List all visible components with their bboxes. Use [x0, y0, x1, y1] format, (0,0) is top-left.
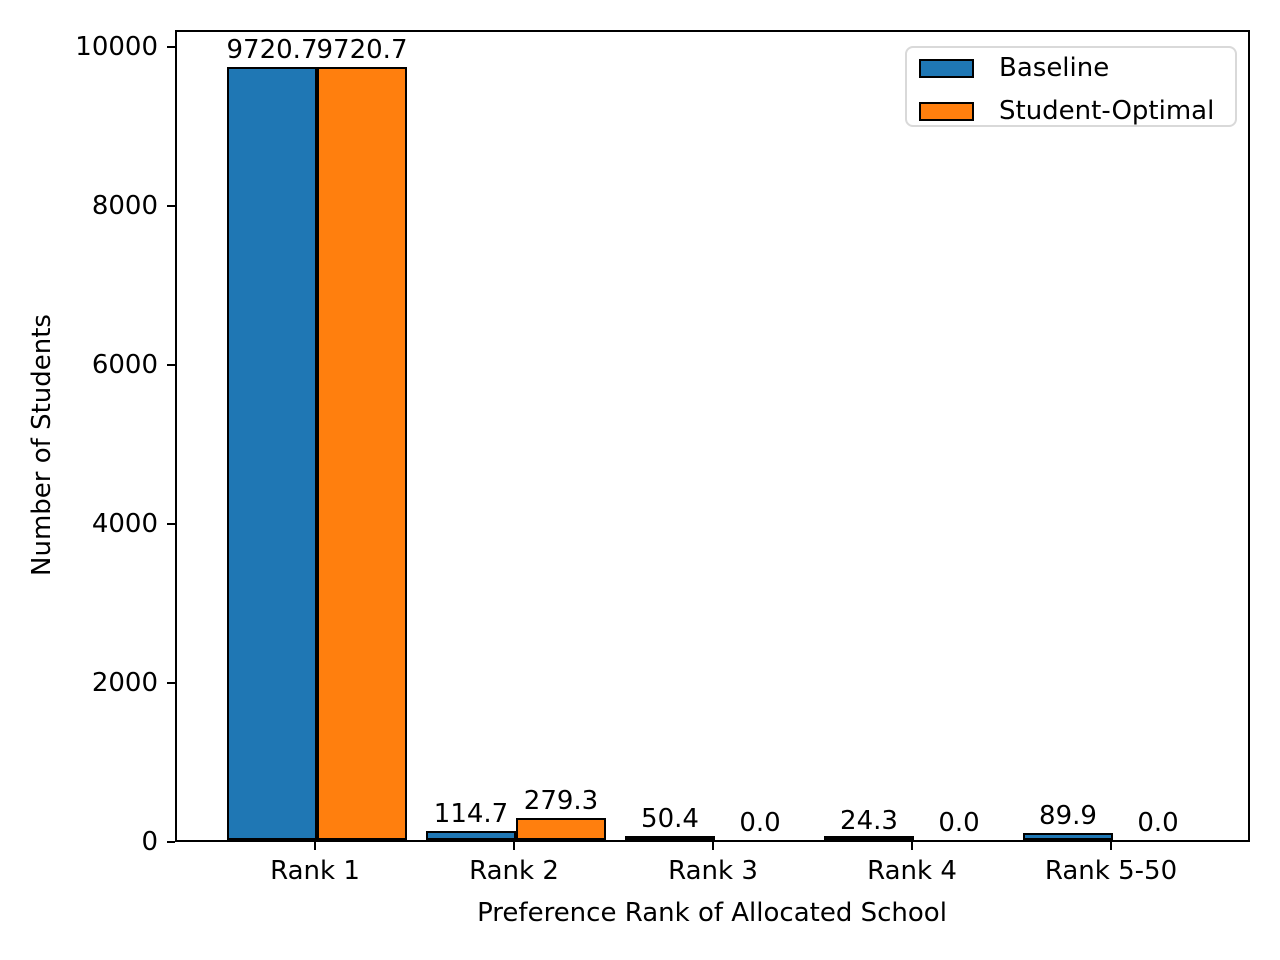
- bar-baseline-rank-5-50: [1023, 833, 1113, 840]
- y-tick-mark: [167, 523, 175, 525]
- bar-baseline-rank-1: [227, 67, 317, 840]
- legend: Baseline Student-Optimal: [905, 46, 1237, 127]
- y-tick-label-10000: 10000: [75, 32, 158, 62]
- bar-value-label: 114.7: [433, 799, 509, 829]
- y-tick-mark: [167, 205, 175, 207]
- x-tick-mark: [513, 842, 515, 850]
- bar-value-label: 279.3: [523, 786, 599, 816]
- bar-value-label: 0.0: [739, 808, 781, 838]
- legend-label-baseline: Baseline: [999, 53, 1110, 83]
- legend-label-student-optimal: Student-Optimal: [999, 96, 1215, 126]
- plot-area: 9720.7 9720.7 114.7 279.3 50.4 0.0 24.3 0.0 89.9…: [175, 30, 1250, 842]
- x-tick-mark: [1110, 842, 1112, 850]
- bar-value-label: 9720.7: [226, 35, 318, 65]
- x-axis-label: Preference Rank of Allocated School: [477, 898, 947, 928]
- y-tick-label-2000: 2000: [91, 668, 158, 698]
- y-tick-label-8000: 8000: [91, 191, 158, 221]
- x-tick-label-rank-2: Rank 2: [469, 856, 559, 886]
- x-tick-mark: [314, 842, 316, 850]
- bar-value-label: 0.0: [938, 808, 980, 838]
- y-tick-mark: [167, 841, 175, 843]
- bar-value-label: 50.4: [641, 804, 699, 834]
- x-tick-mark: [712, 842, 714, 850]
- bar-value-label: 0.0: [1137, 808, 1179, 838]
- bar-value-label: 9720.7: [316, 35, 408, 65]
- x-tick-label-rank-4: Rank 4: [867, 856, 957, 886]
- y-tick-label-0: 0: [141, 827, 158, 857]
- bar-baseline-rank-4: [824, 836, 914, 840]
- bar-value-label: 24.3: [840, 806, 898, 836]
- bar-value-label: 89.9: [1039, 801, 1097, 831]
- y-tick-label-4000: 4000: [91, 509, 158, 539]
- x-tick-label-rank-1: Rank 1: [270, 856, 360, 886]
- y-tick-mark: [167, 46, 175, 48]
- y-tick-mark: [167, 364, 175, 366]
- bar-baseline-rank-3: [625, 836, 715, 840]
- x-tick-label-rank-5-50: Rank 5-50: [1044, 856, 1178, 886]
- y-tick-mark: [167, 682, 175, 684]
- bar-student-optimal-rank-1: [317, 67, 407, 840]
- bar-baseline-rank-2: [426, 831, 516, 840]
- x-tick-label-rank-3: Rank 3: [668, 856, 758, 886]
- legend-swatch-baseline: [919, 59, 974, 78]
- legend-swatch-student-optimal: [919, 102, 974, 121]
- x-tick-mark: [911, 842, 913, 850]
- bar-student-optimal-rank-2: [516, 818, 606, 840]
- y-tick-label-6000: 6000: [91, 350, 158, 380]
